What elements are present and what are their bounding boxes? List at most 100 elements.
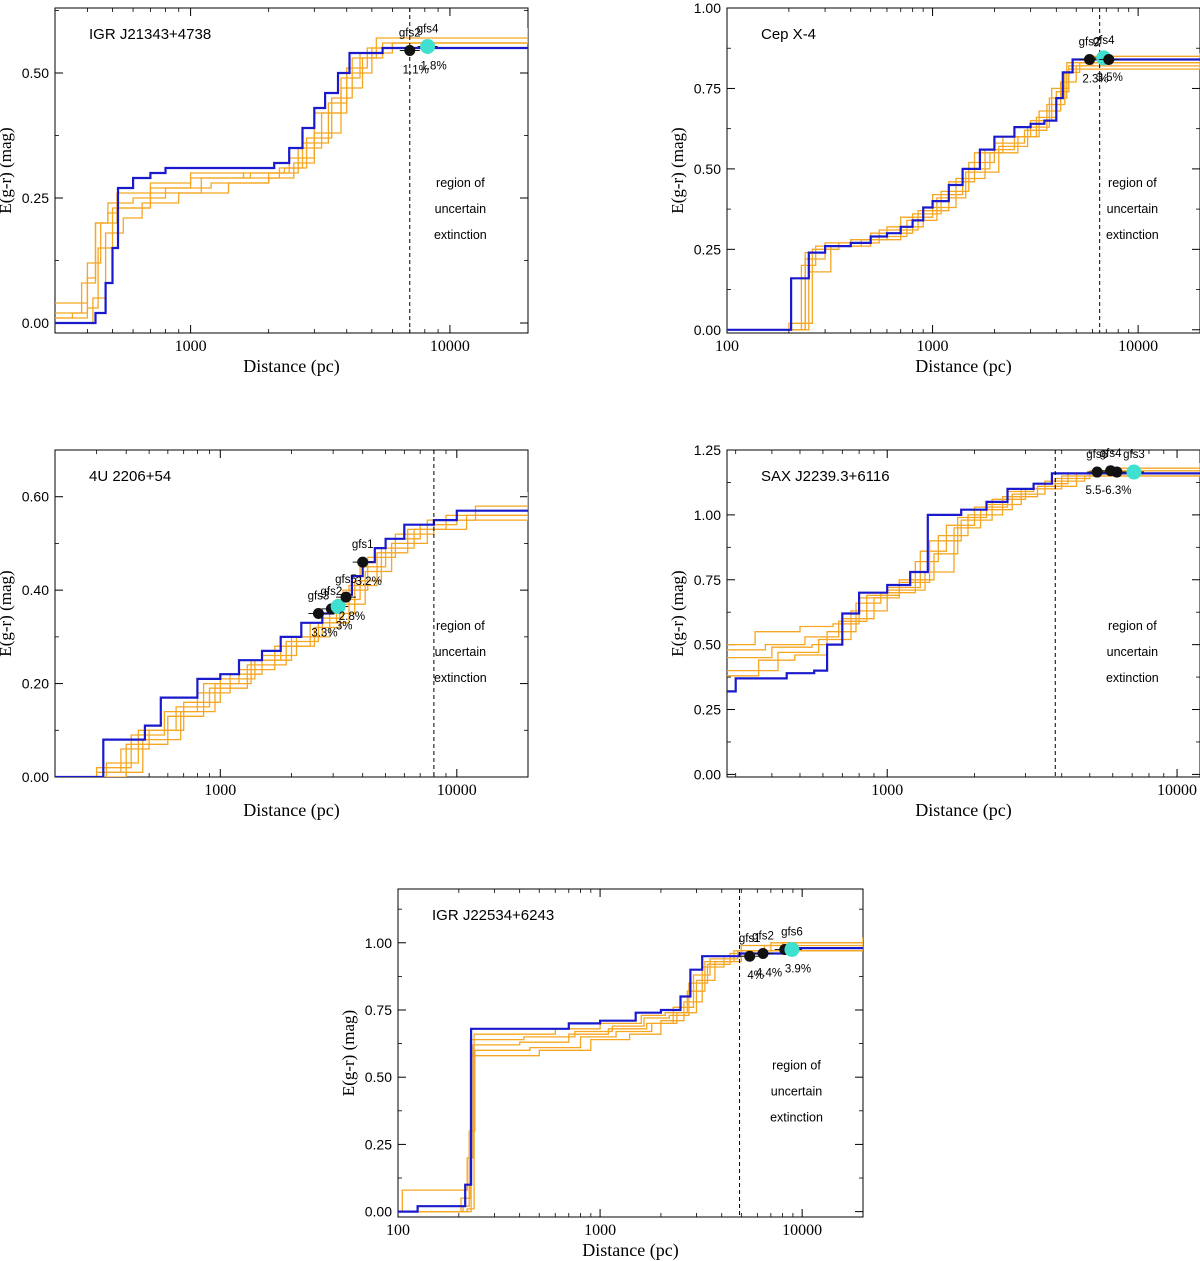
sample-series-line-5 <box>55 47 528 319</box>
marker-percent: 3.3% <box>311 628 337 640</box>
x-tick-label: 100 <box>715 338 739 355</box>
sample-series-line-2 <box>55 33 528 314</box>
marker-dot-black <box>1091 466 1103 478</box>
y-tick-label: 1.00 <box>694 0 721 16</box>
y-tick-label: 0.50 <box>365 1069 392 1085</box>
marker-percent: 1.8% <box>420 61 446 73</box>
y-axis-label: E(g-r) (mag) <box>0 127 15 213</box>
x-minor-ticks <box>87 8 439 333</box>
region-label-line: region of <box>1108 176 1157 190</box>
chart-panel-5: 100 1000 10000 0.00 0.25 0.50 0.75 1.00 Distance… <box>339 888 864 1261</box>
sample-series-line-3 <box>727 62 1200 331</box>
marker-dot-black <box>357 556 369 568</box>
marker-dot-black <box>312 608 324 619</box>
y-tick-label: 0.75 <box>694 572 721 588</box>
y-tick-label: 0.50 <box>22 65 49 81</box>
x-axis-label: Distance (pc) <box>582 1240 678 1261</box>
chart-title: 4U 2206+54 <box>89 468 171 485</box>
marker-dot-black <box>1103 53 1115 65</box>
region-label-line: extinction <box>434 671 487 685</box>
y-tick-label: 0.00 <box>22 315 49 331</box>
marker-dot-black <box>744 950 756 962</box>
y-tick-label: 0.75 <box>365 1002 392 1018</box>
sample-series-line-2 <box>727 56 1200 331</box>
sample-series-line-5 <box>727 56 1200 331</box>
y-tick-label: 0.75 <box>694 80 721 96</box>
x-tick-label: 1000 <box>204 782 236 799</box>
x-tick-label: 10000 <box>782 1222 822 1239</box>
y-tick-label: 0.20 <box>22 676 49 692</box>
region-label-line: uncertain <box>1107 202 1158 216</box>
y-tick-label: 0.60 <box>22 489 49 505</box>
marker-label: gfs6 <box>1086 449 1108 461</box>
marker-percent: 4% <box>747 970 764 982</box>
marker-dot-cyan <box>420 39 436 54</box>
x-minor-ticks <box>788 8 1130 333</box>
y-axis-label: E(g-r) (mag) <box>668 127 687 213</box>
marker-label: gfs4 <box>1100 448 1122 460</box>
marker-label: gfs5 <box>335 574 357 586</box>
main-series-line <box>727 472 1200 693</box>
plot-frame <box>726 7 1200 334</box>
x-axis-label: Distance (pc) <box>243 356 339 377</box>
y-axis-label: E(g-r) (mag) <box>339 1010 358 1096</box>
distance-markers: gfs1 4% gfs2 4.4% gfs6 3.9% <box>739 926 811 982</box>
y-tick-label: 0.00 <box>694 322 721 338</box>
marker-dot-black <box>1111 466 1123 478</box>
y-tick-label: 0.25 <box>22 190 49 206</box>
region-label-line: uncertain <box>771 1084 822 1098</box>
marker-label: gfs3 <box>1123 449 1145 461</box>
y-tick-label: 0.25 <box>694 241 721 257</box>
chart-panel-2: 100 1000 10000 0.00 0.25 0.50 0.75 1.00 Distance… <box>668 0 1200 377</box>
marker-label: gfs4 <box>1093 35 1115 47</box>
marker-percent: 3.2% <box>356 576 382 588</box>
marker-dot-black <box>340 591 352 603</box>
sample-series-line-4 <box>727 470 1200 672</box>
x-tick-label: 1000 <box>175 338 207 355</box>
plot-frame <box>54 449 529 778</box>
y-tick-label: 0.25 <box>694 702 721 718</box>
marker-label: gfs1 <box>739 933 761 945</box>
chart-panel-4: 1000 10000 0.00 0.25 0.50 0.75 1.00 1.25 Distanc… <box>668 442 1200 821</box>
x-tick-label: 10000 <box>1157 782 1197 799</box>
y-tick-label: 1.00 <box>694 507 721 523</box>
main-series-line <box>55 46 528 325</box>
chart-title: IGR J22534+6243 <box>432 907 554 924</box>
region-label-line: region of <box>436 619 485 633</box>
region-label-line: region of <box>772 1058 821 1072</box>
marker-label: gfs2 <box>399 28 421 40</box>
plot-frame <box>726 449 1200 778</box>
marker-label: gfs2 <box>321 586 343 598</box>
x-axis-label: Distance (pc) <box>915 356 1011 377</box>
chart-panel-1: 1000 10000 0.00 0.25 0.50 Distance (pc) E(g-r)… <box>0 7 529 377</box>
chart-title: IGR J21343+4738 <box>89 26 211 43</box>
data-layer <box>727 53 1200 331</box>
marker-label: gfs2 <box>752 931 774 943</box>
marker-dot-black <box>404 45 416 56</box>
x-axis-label: Distance (pc) <box>915 800 1011 821</box>
sample-series-line-4 <box>55 510 528 777</box>
sample-series-line-1 <box>398 937 863 1213</box>
distance-markers: gfs3 3.3% gfs2 3% gfs5 2.8% gfs1 3.2% <box>308 539 382 639</box>
marker-label: gfs4 <box>417 24 439 36</box>
y-tick-label: 0.00 <box>694 766 721 782</box>
marker-dot-cyan <box>330 598 346 614</box>
y-tick-label: 0.50 <box>694 637 721 653</box>
data-layer <box>55 28 528 325</box>
marker-label: gfs1 <box>352 539 374 551</box>
main-series-line <box>55 509 528 777</box>
y-tick-label: 1.25 <box>694 442 721 458</box>
region-label-line: uncertain <box>1107 645 1158 659</box>
y-tick-label: 0.50 <box>694 161 721 177</box>
y-axis-label: E(g-r) (mag) <box>0 570 15 656</box>
y-tick-label: 0.00 <box>22 769 49 785</box>
x-tick-label: 1000 <box>917 338 949 355</box>
x-axis-label: Distance (pc) <box>243 800 339 821</box>
marker-percent: 2.8% <box>339 611 365 623</box>
x-tick-label: 1000 <box>871 782 903 799</box>
main-series-line <box>398 947 863 1213</box>
chart-panel-3: 1000 10000 0.00 0.20 0.40 0.60 Distance (pc) E(… <box>0 449 529 821</box>
marker-percent: 1.1% <box>403 65 429 77</box>
